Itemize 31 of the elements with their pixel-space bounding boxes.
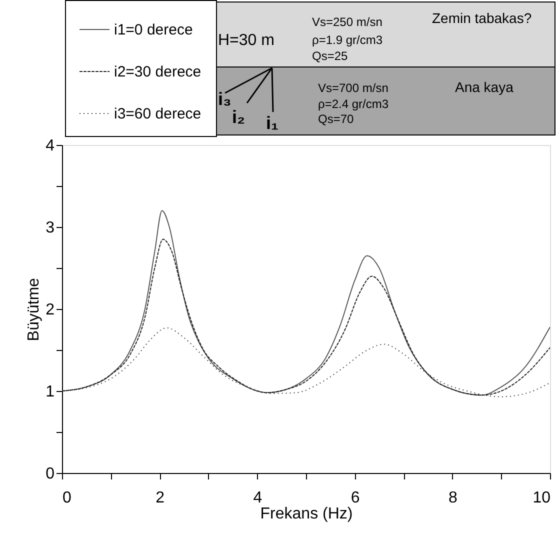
y-tick-label: 3 (46, 220, 55, 236)
y-tick-label: 4 (46, 138, 55, 154)
legend-label: i3=60 derece (114, 106, 202, 122)
text: Zemin tabakas? (432, 10, 532, 26)
x-tick-label: 6 (350, 490, 360, 506)
text: i₁ (266, 113, 278, 133)
text: Vs=250 m/sn (312, 15, 382, 29)
text: Vs=700 m/sn (318, 81, 388, 95)
legend-label: i2=30 derece (114, 64, 202, 80)
line-series (62, 238, 550, 396)
x-axis-title: Frekans (Hz) (260, 506, 353, 522)
text: Qs=70 (318, 112, 354, 126)
text: ρ=1.9 gr/cm3 (312, 33, 383, 47)
line-series (62, 210, 550, 396)
x-tick-label: 8 (448, 490, 458, 506)
text: Qs=25 (312, 49, 348, 63)
x-tick-label: 0 (62, 490, 72, 506)
text: i₂ (232, 107, 245, 127)
y-tick-label: 2 (46, 302, 55, 318)
text: i₃ (218, 89, 232, 109)
text: H=30 m (218, 32, 274, 49)
x-tick-label: 2 (156, 490, 165, 506)
text: Ana kaya (455, 79, 514, 95)
y-tick-label: 1 (46, 384, 55, 400)
x-tick-label: 4 (253, 490, 262, 506)
y-tick-label: 0 (46, 466, 55, 482)
line-series (62, 327, 550, 398)
text: ρ=2.4 gr/cm3 (318, 97, 389, 111)
y-axis-title: Büyütme (26, 278, 43, 342)
legend-label: i1=0 derece (114, 22, 193, 38)
x-tick-label: 10 (532, 490, 551, 506)
